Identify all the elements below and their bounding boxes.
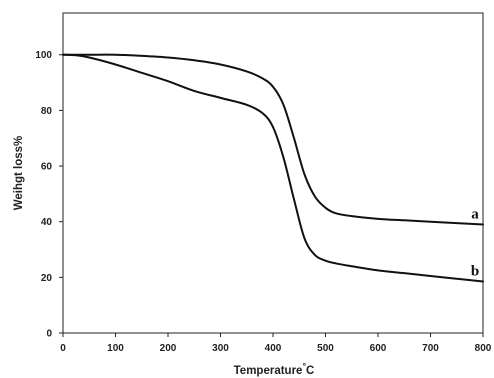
- y-tick-label: 0: [46, 329, 52, 340]
- series-label-a: a: [471, 206, 479, 222]
- y-tick-label: 80: [41, 106, 53, 117]
- x-tick-label: 500: [317, 343, 334, 354]
- x-axis-unit-letter: C: [306, 365, 314, 377]
- x-axis-title: Temperature°C: [234, 361, 315, 377]
- x-tick-label: 700: [422, 343, 439, 354]
- y-axis: 0 20 40 60 80 100: [35, 50, 63, 340]
- y-axis-title: Weihgt loss%: [13, 136, 25, 211]
- x-tick-label: 300: [212, 343, 229, 354]
- x-tick-label: 800: [475, 343, 492, 354]
- x-tick-label: 0: [60, 343, 66, 354]
- x-tick-label: 600: [370, 343, 387, 354]
- y-tick-label: 40: [41, 217, 53, 228]
- x-tick-label: 200: [160, 343, 177, 354]
- y-tick-label: 20: [41, 273, 53, 284]
- plot-area: [62, 12, 484, 334]
- series-line-a: [62, 53, 484, 226]
- series-lines: ab: [62, 53, 484, 283]
- x-tick-label: 400: [265, 343, 282, 354]
- x-axis: 0 100 200 300 400 500 600 700 800: [60, 333, 492, 354]
- y-tick-label: 100: [35, 50, 52, 61]
- y-tick-label: 60: [41, 162, 53, 173]
- x-axis-title-text: Temperature: [234, 365, 303, 377]
- series-line-b: [62, 53, 484, 283]
- x-tick-label: 100: [107, 343, 124, 354]
- series-label-b: b: [471, 264, 479, 280]
- x-axis-unit-superscript: °: [302, 361, 306, 371]
